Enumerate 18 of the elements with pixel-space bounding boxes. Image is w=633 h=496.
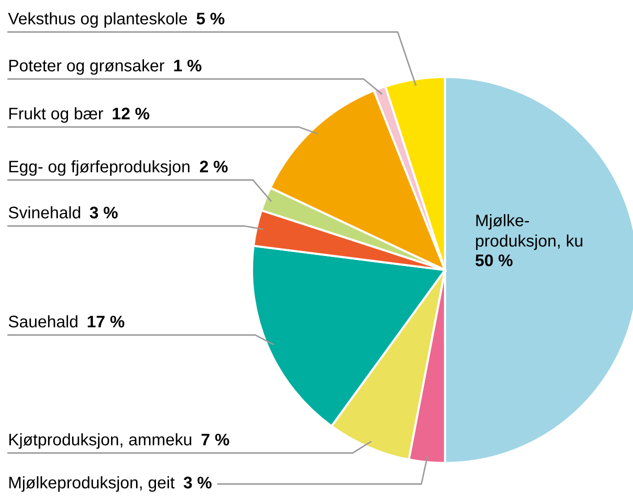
- data-label: 17 %: [88, 316, 124, 328]
- data-label: 2 %: [200, 160, 228, 172]
- slice-label: Kjøtproduksjon, ammeku: [9, 433, 192, 449]
- data-label: 1 %: [174, 60, 202, 72]
- slice-label: Poteter og grønsaker: [9, 59, 164, 75]
- data-label: 3 %: [90, 206, 118, 218]
- data-label: 7 %: [202, 434, 230, 446]
- data-label: 3 %: [184, 476, 212, 488]
- data-label: 50 %: [476, 254, 513, 266]
- slice-label: Mjølkeproduksjon, geit: [9, 476, 175, 492]
- slice-label: Mjølke- produksjon, ku: [476, 214, 582, 250]
- slice-label: Svinehald: [8, 206, 80, 218]
- data-label: 5 %: [196, 12, 224, 24]
- data-label: 12 %: [112, 108, 150, 120]
- slice-label: Sauehald: [8, 315, 78, 328]
- slice-label: Veksthus og planteskole: [8, 12, 188, 28]
- slice-label: Egg- og fjørfeproduksjon: [9, 160, 190, 176]
- slice-label: Frukt og bær: [9, 107, 104, 123]
